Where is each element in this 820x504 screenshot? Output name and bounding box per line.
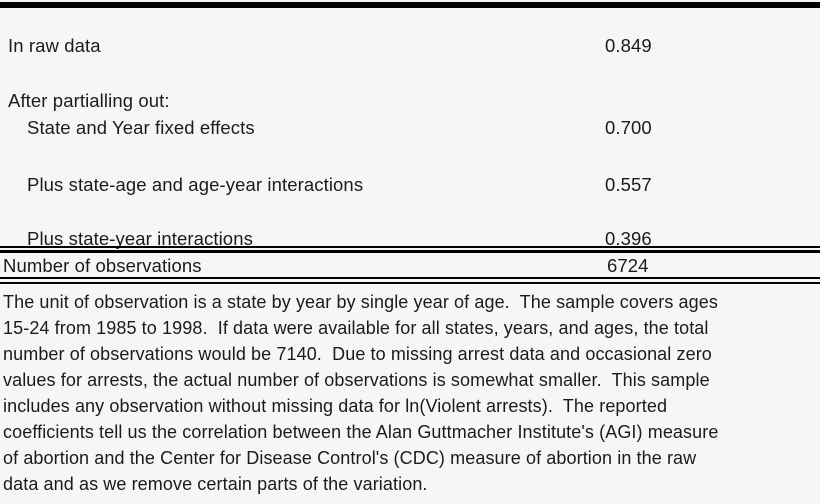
note-line: The unit of observation is a state by ye… bbox=[3, 292, 718, 312]
table-top-rule bbox=[0, 2, 820, 8]
row-label-state-year-interactions: Plus state-year interactions bbox=[27, 228, 253, 249]
row-label-state-age-age-year-interactions: Plus state-age and age-year interactions bbox=[27, 174, 364, 195]
pre-observations-rule-thick bbox=[0, 250, 820, 253]
table-note: The unit of observation is a state by ye… bbox=[3, 289, 819, 497]
note-line: values for arrests, the actual number of… bbox=[3, 370, 710, 390]
row-value-in-raw-data: 0.849 bbox=[605, 35, 652, 56]
row-label-number-of-observations: Number of observations bbox=[3, 255, 202, 276]
table-bottom-double-rule-lower bbox=[0, 282, 820, 284]
row-value-state-year-fixed-effects: 0.700 bbox=[605, 117, 652, 138]
table-bottom-double-rule-upper bbox=[0, 277, 820, 279]
note-line: includes any observation without missing… bbox=[3, 396, 668, 416]
note-line: data and as we remove certain parts of t… bbox=[3, 474, 428, 494]
note-line: coefficients tell us the correlation bet… bbox=[3, 422, 719, 442]
note-line: of abortion and the Center for Disease C… bbox=[3, 448, 697, 468]
pre-observations-rule-thin bbox=[0, 246, 820, 248]
row-label-state-year-fixed-effects: State and Year fixed effects bbox=[27, 117, 255, 138]
row-value-number-of-observations: 6724 bbox=[607, 255, 649, 276]
row-label-after-partialling-out: After partialling out: bbox=[8, 90, 170, 111]
note-line: number of observations would be 7140. Du… bbox=[3, 344, 712, 364]
row-label-in-raw-data: In raw data bbox=[8, 35, 101, 56]
note-line: 15-24 from 1985 to 1998. If data were av… bbox=[3, 318, 709, 338]
row-value-state-year-interactions: 0.396 bbox=[605, 228, 652, 249]
row-value-state-age-age-year-interactions: 0.557 bbox=[605, 174, 652, 195]
